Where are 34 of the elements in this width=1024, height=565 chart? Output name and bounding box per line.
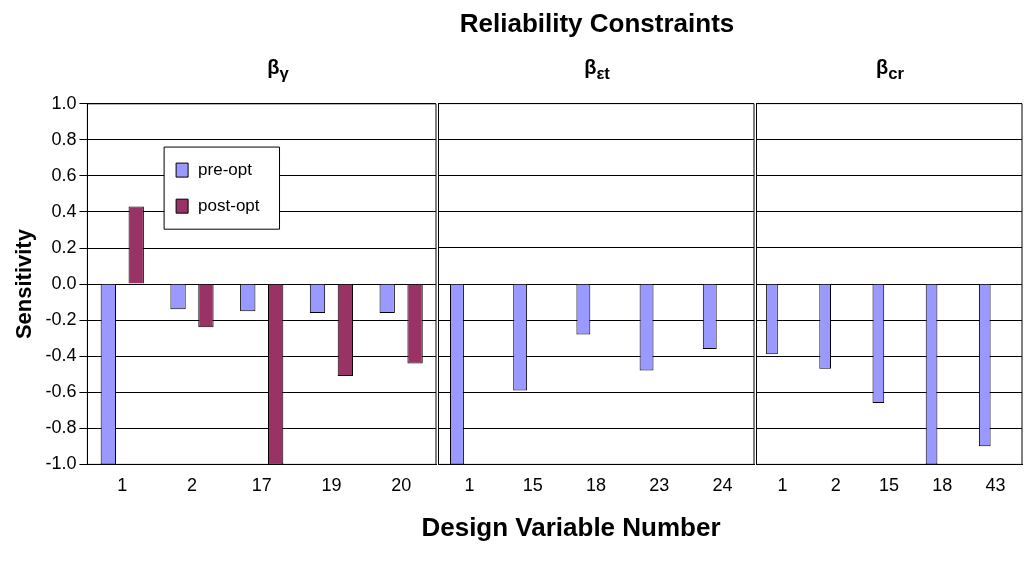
y-axis-title: Sensitivity xyxy=(11,228,37,340)
y-tick-label: 1.0 xyxy=(51,92,77,113)
x-tick-label: 15 xyxy=(878,475,900,496)
y-tick-label: -0.8 xyxy=(45,417,77,438)
y-tick-label: 0.4 xyxy=(51,200,77,221)
x-tick-label: 23 xyxy=(649,475,670,496)
y-tick-label: 0.0 xyxy=(51,273,77,294)
x-tick-label: 2 xyxy=(186,475,197,496)
x-tick-label: 43 xyxy=(985,475,1006,496)
legend-label: post-opt xyxy=(198,195,260,215)
x-tick-label: 1 xyxy=(464,475,475,496)
x-tick-label: 15 xyxy=(522,475,543,496)
x-tick-label: 18 xyxy=(932,475,953,496)
x-tick-label: 18 xyxy=(585,475,607,496)
chart-subtitle: β$_{cr}$ xyxy=(875,56,905,85)
y-tick-label: 0.8 xyxy=(51,128,77,149)
legend-label: pre-opt xyxy=(198,159,253,179)
x-tick-label: 2 xyxy=(830,475,841,496)
x-axis-title: Design Variable Number xyxy=(420,512,722,543)
chart-title: Reliability Constraints xyxy=(459,8,735,40)
chart-subtitle: β$_{εt}$ xyxy=(583,56,611,85)
x-tick-label: 1 xyxy=(777,475,788,496)
x-tick-label: 1 xyxy=(117,475,128,496)
chart-subtitle: β$_{γ}$ xyxy=(266,56,290,85)
x-tick-label: 20 xyxy=(391,475,412,496)
y-tick-label: -1.0 xyxy=(45,453,77,474)
y-tick-label: -0.2 xyxy=(45,309,77,330)
y-tick-label: -0.4 xyxy=(45,345,77,366)
y-tick-label: -0.6 xyxy=(45,381,77,402)
x-tick-label: 24 xyxy=(712,475,733,496)
y-tick-label: 0.2 xyxy=(51,237,77,258)
x-tick-label: 17 xyxy=(251,475,272,496)
x-tick-label: 19 xyxy=(321,475,342,496)
y-tick-label: 0.6 xyxy=(51,164,77,185)
